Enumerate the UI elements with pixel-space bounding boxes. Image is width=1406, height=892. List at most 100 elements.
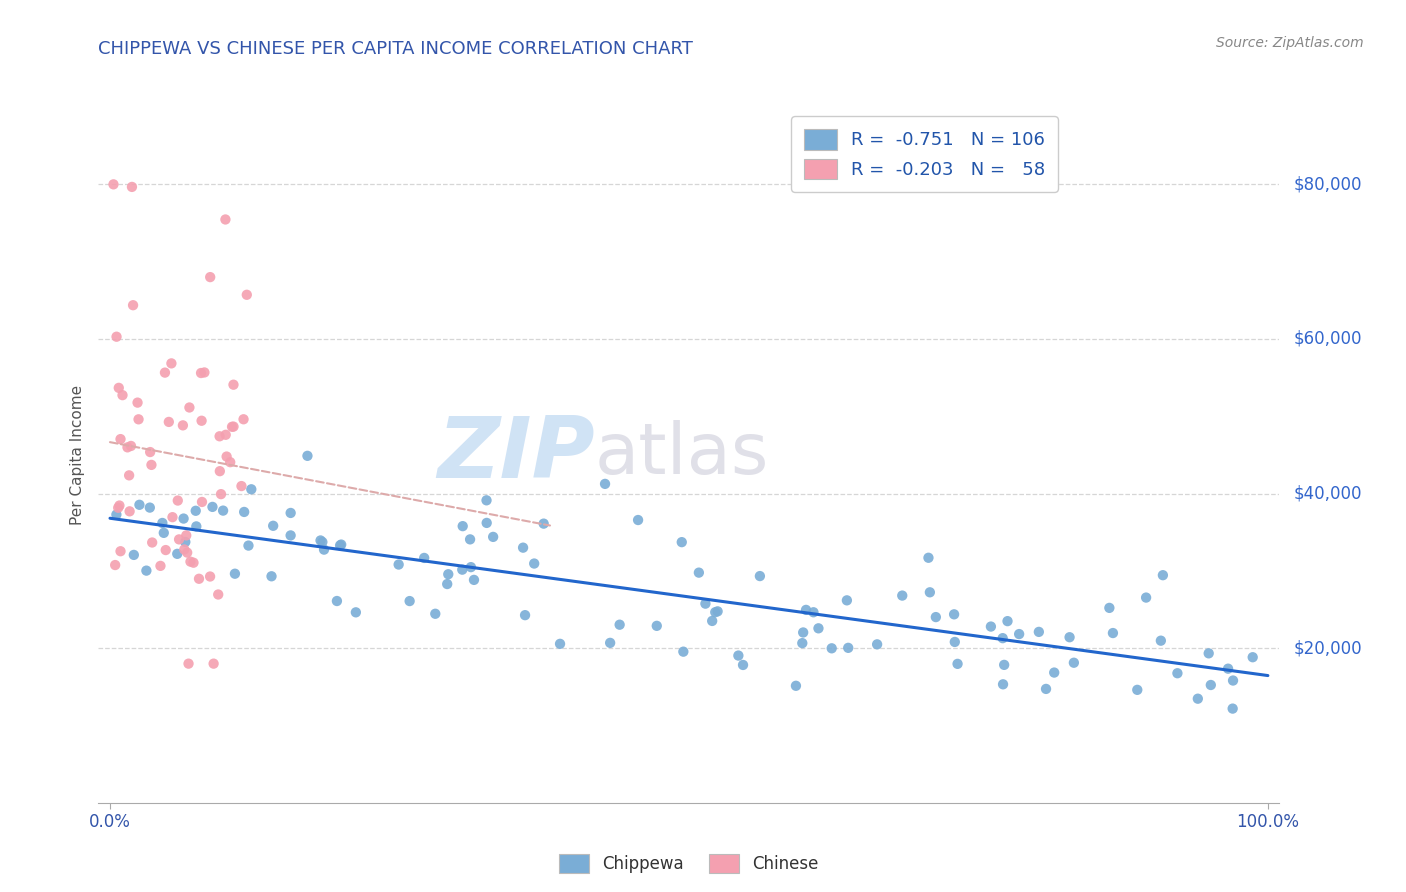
Point	[155, 543, 177, 558]
Point	[437, 567, 460, 582]
Point	[135, 564, 157, 578]
Point	[727, 648, 749, 663]
Point	[179, 555, 201, 569]
Point	[215, 450, 238, 464]
Point	[413, 550, 436, 565]
Point	[311, 535, 333, 549]
Point	[157, 415, 180, 429]
Point	[105, 329, 128, 343]
Point	[991, 631, 1014, 645]
Point	[695, 597, 717, 611]
Point	[153, 366, 176, 380]
Legend: Chippewa, Chinese: Chippewa, Chinese	[547, 842, 831, 885]
Point	[523, 557, 546, 571]
Point	[297, 449, 319, 463]
Point	[222, 377, 245, 392]
Point	[792, 625, 814, 640]
Point	[1028, 624, 1050, 639]
Point	[152, 525, 174, 540]
Point	[193, 366, 215, 380]
Point	[104, 558, 127, 572]
Point	[702, 614, 724, 628]
Point	[943, 635, 966, 649]
Point	[107, 500, 129, 515]
Point	[167, 533, 190, 547]
Y-axis label: Per Capita Income: Per Capita Income	[70, 384, 86, 525]
Point	[1222, 701, 1244, 715]
Point	[398, 594, 420, 608]
Point	[326, 594, 349, 608]
Point	[190, 414, 212, 428]
Point	[748, 569, 770, 583]
Point	[127, 395, 149, 409]
Text: CHIPPEWA VS CHINESE PER CAPITA INCOME CORRELATION CHART: CHIPPEWA VS CHINESE PER CAPITA INCOME CO…	[98, 40, 693, 58]
Point	[232, 412, 254, 426]
Point	[1102, 626, 1125, 640]
Point	[198, 569, 221, 583]
Point	[215, 427, 238, 442]
Point	[174, 528, 197, 542]
Point	[233, 505, 256, 519]
Point	[166, 493, 188, 508]
Point	[425, 607, 447, 621]
Point	[1166, 666, 1188, 681]
Point	[162, 510, 184, 524]
Point	[198, 270, 221, 285]
Point	[141, 458, 163, 472]
Point	[688, 566, 710, 580]
Point	[139, 500, 162, 515]
Point	[111, 388, 134, 402]
Point	[172, 418, 194, 433]
Point	[280, 528, 302, 542]
Point	[1222, 673, 1244, 688]
Point	[1059, 630, 1081, 644]
Point	[184, 504, 207, 518]
Point	[1035, 681, 1057, 696]
Point	[236, 287, 259, 301]
Point	[512, 541, 534, 555]
Point	[891, 589, 914, 603]
Point	[451, 519, 474, 533]
Point	[785, 679, 807, 693]
Point	[436, 577, 458, 591]
Point	[463, 573, 485, 587]
Point	[991, 677, 1014, 691]
Point	[1098, 600, 1121, 615]
Point	[201, 500, 224, 514]
Point	[980, 619, 1002, 633]
Point	[149, 558, 172, 573]
Point	[191, 495, 214, 509]
Point	[150, 516, 173, 530]
Point	[925, 610, 948, 624]
Point	[280, 506, 302, 520]
Point	[160, 356, 183, 370]
Point	[214, 212, 236, 227]
Point	[993, 657, 1015, 672]
Point	[599, 636, 621, 650]
Point	[1008, 627, 1031, 641]
Point	[866, 637, 889, 651]
Point	[821, 641, 844, 656]
Text: $40,000: $40,000	[1294, 484, 1362, 502]
Point	[141, 535, 163, 549]
Point	[1198, 646, 1220, 660]
Point	[451, 563, 474, 577]
Point	[173, 511, 195, 525]
Point	[118, 504, 141, 518]
Point	[173, 542, 195, 557]
Point	[221, 419, 243, 434]
Point	[513, 608, 536, 623]
Point	[835, 593, 858, 607]
Point	[219, 455, 242, 469]
Point	[174, 535, 197, 549]
Point	[609, 617, 631, 632]
Point	[231, 479, 253, 493]
Point	[645, 619, 668, 633]
Point	[103, 178, 125, 192]
Point	[117, 441, 139, 455]
Point	[997, 614, 1019, 628]
Point	[918, 585, 941, 599]
Point	[704, 605, 727, 619]
Point	[388, 558, 411, 572]
Point	[105, 508, 128, 522]
